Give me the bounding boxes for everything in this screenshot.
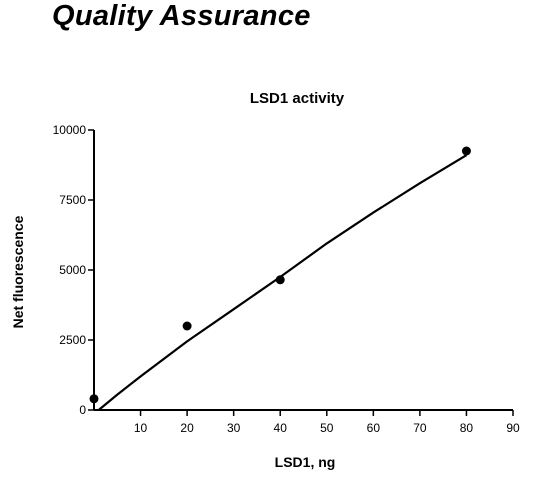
y-tick-label: 5000	[59, 263, 86, 277]
data-points	[89, 146, 471, 404]
chart-title: LSD1 activity	[250, 90, 345, 107]
x-tick-label: 90	[506, 421, 520, 435]
x-tick-label: 80	[460, 421, 474, 435]
x-tick-label: 70	[413, 421, 427, 435]
y-tick-label: 10000	[53, 123, 87, 137]
axes: 10 20 30 40 50 60 70 80 90 0 2500 5000 7500 10000	[53, 123, 520, 435]
data-point	[89, 394, 99, 404]
y-tick-label: 2500	[59, 333, 86, 347]
y-tick-label: 7500	[59, 193, 86, 207]
x-tick-label: 40	[274, 421, 288, 435]
x-tick-label: 50	[320, 421, 334, 435]
y-axis-label: Net fluorescence	[10, 215, 26, 328]
x-tick-label: 20	[180, 421, 194, 435]
data-point	[182, 321, 192, 331]
x-axis-label: LSD1, ng	[275, 454, 336, 470]
fit-curve-group	[97, 154, 467, 411]
fit-curve	[97, 154, 467, 411]
data-point	[275, 275, 285, 285]
data-point	[461, 146, 471, 156]
x-tick-label: 30	[227, 421, 241, 435]
y-tick-label: 0	[79, 403, 86, 417]
page-heading: Quality Assurance	[52, 0, 311, 32]
x-tick-label: 10	[134, 421, 148, 435]
x-tick-label: 60	[367, 421, 381, 435]
